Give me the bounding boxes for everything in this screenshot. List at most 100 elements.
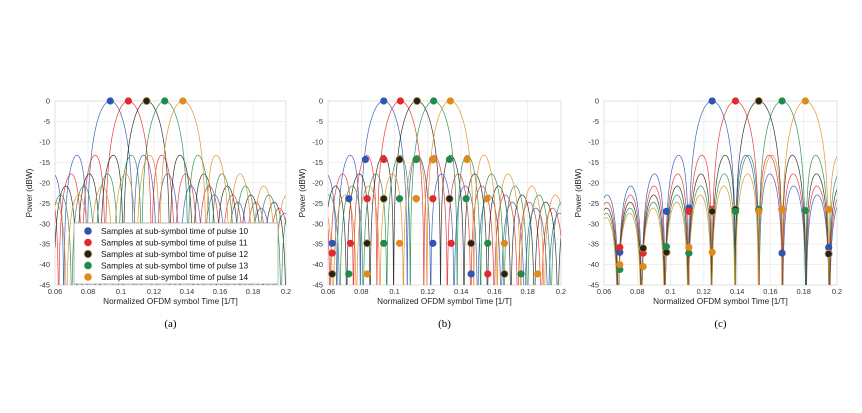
- y-tick-label: -20: [312, 178, 323, 187]
- data-point: [379, 194, 388, 203]
- series-curve: [604, 101, 837, 285]
- x-tick-label: 0.08: [81, 287, 95, 296]
- data-point: [639, 244, 648, 253]
- data-point: [708, 248, 716, 256]
- x-tick-label: 0.16: [487, 287, 501, 296]
- data-point: [754, 97, 763, 105]
- legend-marker: [84, 273, 92, 281]
- data-point: [395, 195, 404, 203]
- y-tick-label: -30: [312, 219, 323, 228]
- y-tick-label: -20: [39, 178, 50, 187]
- data-point: [429, 239, 437, 247]
- legend-marker: [84, 227, 92, 235]
- legend-marker: [84, 261, 92, 270]
- legend-item: Samples at sub-symbol time of pulse 12: [83, 249, 248, 259]
- legend-label: Samples at sub-symbol time of pulse 14: [101, 272, 248, 282]
- data-point: [467, 270, 475, 278]
- data-point: [685, 207, 693, 215]
- legend-item: Samples at sub-symbol time of pulse 14: [84, 272, 248, 282]
- data-point: [447, 239, 455, 247]
- data-point: [462, 195, 470, 203]
- panel-label: (b): [438, 318, 451, 330]
- y-tick-label: -25: [312, 199, 323, 208]
- data-point: [463, 155, 471, 164]
- x-tick-label: 0.14: [730, 287, 744, 296]
- data-point: [801, 206, 809, 215]
- y-tick-label: 0: [595, 97, 599, 106]
- x-axis-label: Normalized OFDM symbol Time [1/T]: [103, 297, 238, 306]
- x-tick-label: 0.06: [48, 287, 62, 296]
- marker-points: [328, 97, 542, 278]
- y-tick-label: -10: [588, 137, 599, 146]
- x-tick-label: 0.2: [556, 287, 566, 296]
- x-tick-label: 0.1: [116, 287, 126, 296]
- data-point: [429, 195, 437, 203]
- marker-points: [616, 97, 833, 274]
- x-tick-label: 0.12: [697, 287, 711, 296]
- y-axis-label: Power (dBW): [574, 168, 583, 217]
- y-tick-label: -20: [588, 178, 599, 187]
- data-point: [380, 239, 388, 247]
- legend-label: Samples at sub-symbol time of pulse 12: [101, 249, 248, 259]
- y-tick-labels: 0 -5 -10 -15 -20 -25 -30 -35 -40 -45: [39, 97, 50, 290]
- panel-c: 0-5-10-15-20-25-30-35-40-45 0.06 0.08 0.1 0…: [574, 97, 842, 330]
- data-point: [731, 97, 740, 105]
- data-point: [755, 207, 763, 215]
- y-tick-label: -10: [39, 137, 50, 146]
- y-tick-label: -45: [312, 281, 323, 290]
- legend: Samples at sub-symbol time of pulse 10 S…: [73, 222, 279, 285]
- data-point: [142, 97, 151, 105]
- y-tick-label: -35: [588, 240, 599, 249]
- x-tick-label: 0.08: [630, 287, 644, 296]
- data-point: [517, 270, 525, 278]
- data-point: [778, 97, 786, 105]
- data-point: [662, 207, 671, 215]
- data-point: [731, 207, 740, 215]
- data-point: [328, 269, 337, 278]
- x-tick-label: 0.16: [763, 287, 777, 296]
- y-tick-label: -15: [39, 158, 50, 167]
- legend-box: [73, 222, 279, 285]
- x-tick-label: 0.12: [421, 287, 435, 296]
- data-point: [328, 239, 336, 247]
- data-point: [361, 155, 370, 164]
- data-point: [616, 260, 624, 269]
- panel-label: (c): [714, 318, 727, 330]
- data-point: [662, 242, 671, 251]
- y-tick-label: -25: [588, 199, 599, 208]
- x-tick-labels: 0.06 0.08 0.1 0.12 0.14 0.16 0.18 0.2: [321, 287, 566, 296]
- legend-label: Samples at sub-symbol time of pulse 11: [101, 238, 248, 248]
- series-curve: [328, 101, 561, 285]
- y-tick-labels: 0 -5 -10 -15 -20 -25 -30 -35 -40 -45: [588, 97, 599, 290]
- data-point: [639, 263, 647, 271]
- y-tick-label: -10: [312, 137, 323, 146]
- data-point: [778, 249, 786, 257]
- y-tick-label: -15: [312, 158, 323, 167]
- data-point: [616, 243, 624, 251]
- x-tick-label: 0.1: [665, 287, 675, 296]
- y-axis-label: Power (dBW): [25, 168, 34, 217]
- panel-b: 0-5-10-15-20-25-30-35-40-45 0.06 0.08 0.1 0…: [298, 97, 566, 330]
- x-tick-label: 0.06: [597, 287, 611, 296]
- y-tick-label: 0: [46, 97, 50, 106]
- data-point: [825, 205, 833, 213]
- data-point: [161, 97, 169, 105]
- data-point: [328, 249, 336, 257]
- data-point: [345, 270, 353, 278]
- y-tick-label: 0: [319, 97, 323, 106]
- data-point: [445, 155, 454, 164]
- data-point: [445, 194, 454, 203]
- y-tick-label: -15: [588, 158, 599, 167]
- x-tick-label: 0.18: [246, 287, 260, 296]
- x-tick-label: 0.18: [521, 287, 535, 296]
- y-tick-label: -40: [312, 260, 323, 269]
- data-point: [106, 97, 114, 105]
- y-tick-label: -35: [312, 240, 323, 249]
- data-point: [179, 97, 187, 105]
- y-tick-label: -40: [39, 260, 50, 269]
- legend-item: Samples at sub-symbol time of pulse 11: [84, 238, 248, 248]
- data-point: [412, 155, 420, 164]
- data-point: [825, 243, 833, 251]
- series-curve: [328, 101, 561, 285]
